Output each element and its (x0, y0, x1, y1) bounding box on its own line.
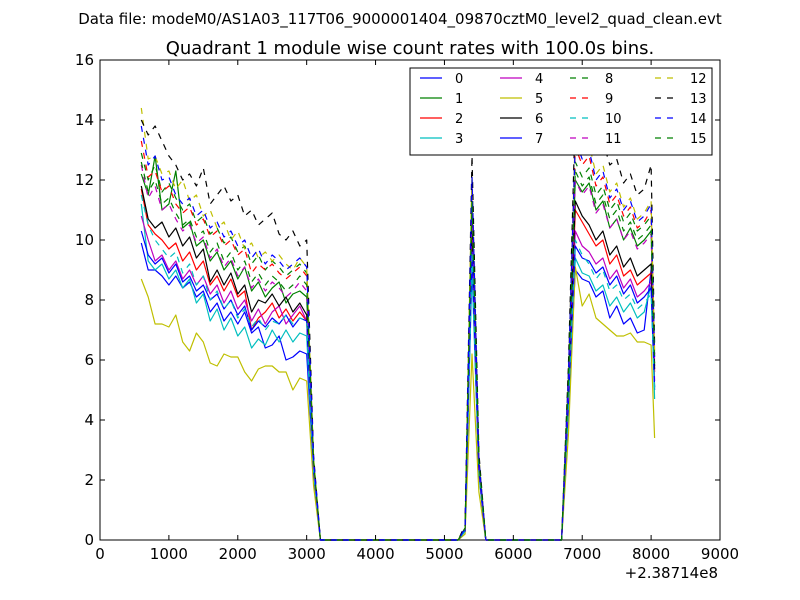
series-line-10 (140, 194, 656, 541)
x-tick-label: 1000 (150, 545, 188, 563)
x-axis-offset-label: +2.38714e8 (625, 564, 718, 582)
plot-area: 0 1000 2000 3000 4000 5000 6000 7000 8000 9000 0 2 4… (75, 51, 739, 563)
series-line-5 (140, 266, 656, 541)
x-tick-label: 5000 (425, 545, 463, 563)
x-tick-label: 6000 (494, 545, 532, 563)
y-tick-label: 6 (84, 351, 94, 369)
y-tick-label: 14 (75, 111, 94, 129)
legend-label-15: 15 (690, 132, 707, 147)
legend-label-5: 5 (535, 92, 543, 107)
legend-label-3: 3 (455, 132, 463, 147)
x-tick-label: 8000 (632, 545, 670, 563)
x-tick-label: 7000 (563, 545, 601, 563)
figure-suptitle: Data file: modeM0/AS1A03_117T06_90000014… (78, 10, 722, 29)
legend-frame (409, 67, 713, 156)
legend-label-2: 2 (455, 112, 463, 127)
series-line-0 (140, 242, 656, 541)
y-tick-label: 0 (84, 531, 94, 549)
legend-label-12: 12 (690, 72, 707, 87)
series-layer (140, 107, 656, 541)
axis-ticks: 0 1000 2000 3000 4000 5000 6000 7000 8000 9000 0 2 4… (75, 51, 739, 563)
legend-label-8: 8 (605, 72, 613, 87)
series-line-14 (140, 125, 656, 541)
series-line-15 (140, 161, 656, 541)
series-line-7 (140, 230, 656, 541)
legend-label-13: 13 (690, 92, 707, 107)
series-line-12 (140, 107, 656, 541)
legend-label-14: 14 (690, 112, 707, 127)
y-tick-label: 10 (75, 231, 94, 249)
legend-label-7: 7 (535, 132, 543, 147)
series-line-6 (140, 185, 656, 541)
series-line-3 (140, 203, 656, 541)
legend-label-9: 9 (605, 92, 613, 107)
x-tick-label: 0 (95, 545, 105, 563)
legend-label-4: 4 (535, 72, 543, 87)
y-tick-label: 8 (84, 291, 94, 309)
x-tick-label: 9000 (701, 545, 739, 563)
legend-label-10: 10 (605, 112, 622, 127)
y-tick-label: 16 (75, 51, 94, 69)
legend-label-11: 11 (605, 132, 622, 147)
x-tick-label: 4000 (356, 545, 394, 563)
x-tick-label: 2000 (219, 545, 257, 563)
x-tick-label: 3000 (288, 545, 326, 563)
chart-title: Quadrant 1 module wise count rates with … (166, 38, 655, 59)
legend-label-1: 1 (455, 92, 463, 107)
y-tick-label: 2 (84, 471, 94, 489)
y-tick-label: 12 (75, 171, 94, 189)
legend-label-0: 0 (455, 72, 463, 87)
legend-label-6: 6 (535, 112, 543, 127)
y-tick-label: 4 (84, 411, 94, 429)
